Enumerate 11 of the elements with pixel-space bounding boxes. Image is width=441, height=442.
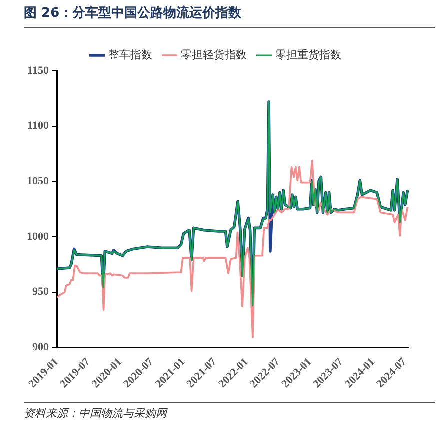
- legend-label: 整车指数: [108, 48, 152, 62]
- legend-label: 零担重货指数: [275, 48, 342, 62]
- legend-label: 零担轻货指数: [180, 50, 247, 62]
- text: 资料来源：中国物流与采购网: [24, 402, 435, 421]
- y-tick-label: 1150: [28, 64, 50, 77]
- y-tick-label: 1050: [27, 176, 50, 188]
- y-tick-label: 900: [32, 342, 50, 354]
- y-tick-label: 1000: [27, 230, 50, 243]
- chart-title: 图 26：分车型中国公路物流运价指数: [24, 4, 435, 28]
- y-tick-label: 1100: [28, 120, 50, 132]
- y-tick-label: 950: [32, 286, 50, 298]
